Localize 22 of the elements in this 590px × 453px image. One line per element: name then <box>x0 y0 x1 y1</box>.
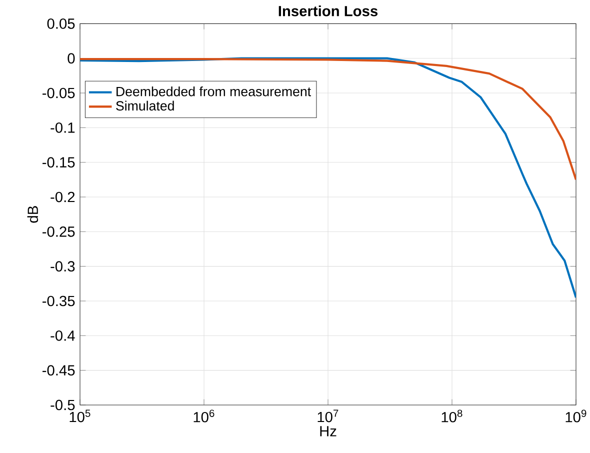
x-tick-label: 10$^{7}$ <box>318 410 338 422</box>
y-tick-label: -0.1 <box>50 122 75 133</box>
x-tick-label: 10$^{9}$ <box>566 410 586 422</box>
legend-label: Simulated <box>116 100 174 111</box>
y-tick-label: -0.25 <box>42 226 75 237</box>
y-tick-label: -0.05 <box>42 88 75 98</box>
y-tick-label: -0.2 <box>50 192 75 202</box>
y-axis-title: dB <box>27 206 38 223</box>
x-tick-label: 10$^{5}$ <box>70 410 90 422</box>
y-tick-label: -0.35 <box>42 296 75 306</box>
y-tick-label: -0.5 <box>50 400 75 410</box>
x-axis-title: Hz <box>320 426 336 436</box>
y-tick-label: -0.3 <box>50 261 75 272</box>
y-tick-label: -0.45 <box>42 365 75 376</box>
chart-title: Insertion Loss <box>278 6 378 16</box>
y-tick-label: 0 <box>68 53 75 64</box>
y-tick-label: -0.4 <box>50 330 75 341</box>
y-tick-label: -0.15 <box>42 157 75 168</box>
y-tick-label: 0.05 <box>47 18 75 29</box>
x-tick-label: 10$^{8}$ <box>442 410 462 422</box>
x-tick-label: 10$^{6}$ <box>194 410 214 422</box>
legend-label: Deembedded from measurement <box>116 86 311 96</box>
